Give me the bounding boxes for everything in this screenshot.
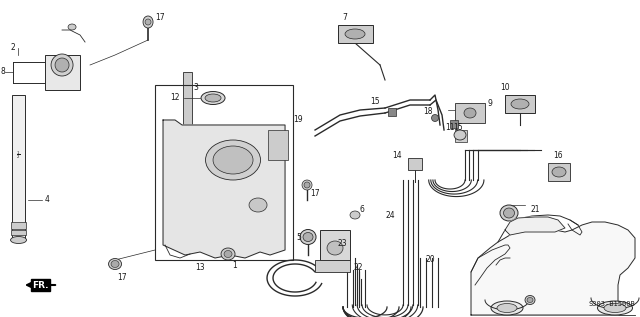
Text: 20: 20 <box>425 256 435 264</box>
Ellipse shape <box>201 92 225 105</box>
Ellipse shape <box>205 140 260 180</box>
Ellipse shape <box>500 205 518 221</box>
Ellipse shape <box>68 24 76 30</box>
Text: 15: 15 <box>453 124 463 133</box>
Text: 17: 17 <box>117 274 127 282</box>
Text: 12: 12 <box>170 94 180 102</box>
Polygon shape <box>163 120 285 258</box>
Ellipse shape <box>511 99 529 109</box>
Text: S303-B1500B: S303-B1500B <box>588 301 635 307</box>
Ellipse shape <box>604 303 626 313</box>
Bar <box>11 222 26 229</box>
Text: 14: 14 <box>392 151 402 159</box>
Ellipse shape <box>431 114 438 121</box>
Text: 18: 18 <box>423 107 433 117</box>
Text: 19: 19 <box>293 115 303 125</box>
Ellipse shape <box>143 16 153 28</box>
Ellipse shape <box>300 230 316 244</box>
Text: 4: 4 <box>45 196 49 204</box>
Text: 21: 21 <box>531 205 540 215</box>
Bar <box>12 95 25 240</box>
Text: 22: 22 <box>353 263 363 273</box>
Text: 17: 17 <box>310 189 320 197</box>
Ellipse shape <box>224 250 232 257</box>
Bar <box>320 230 350 260</box>
Ellipse shape <box>345 29 365 39</box>
Ellipse shape <box>302 180 312 190</box>
Ellipse shape <box>454 130 466 140</box>
Bar <box>548 163 570 181</box>
Bar <box>45 55 80 90</box>
Text: 11: 11 <box>445 124 455 133</box>
Ellipse shape <box>111 261 119 268</box>
Bar <box>11 230 26 235</box>
Bar <box>450 120 458 128</box>
Ellipse shape <box>327 241 343 255</box>
Ellipse shape <box>221 248 235 260</box>
Text: 8: 8 <box>1 68 5 76</box>
Ellipse shape <box>145 19 151 25</box>
Ellipse shape <box>304 182 310 188</box>
Ellipse shape <box>303 232 313 242</box>
Ellipse shape <box>249 198 267 212</box>
Text: 17: 17 <box>156 14 165 23</box>
Text: 6: 6 <box>360 205 364 215</box>
Text: 13: 13 <box>195 263 205 273</box>
Text: 9: 9 <box>488 99 492 107</box>
Text: 24: 24 <box>385 210 395 219</box>
Polygon shape <box>505 217 565 235</box>
Text: 10: 10 <box>500 83 510 93</box>
Polygon shape <box>471 222 635 315</box>
Ellipse shape <box>51 54 73 76</box>
Bar <box>505 95 535 113</box>
Ellipse shape <box>598 301 632 315</box>
Bar <box>388 108 396 116</box>
Ellipse shape <box>525 295 535 305</box>
Bar <box>408 158 422 170</box>
Text: 3: 3 <box>193 83 198 93</box>
Bar <box>455 130 467 142</box>
Text: 7: 7 <box>342 14 348 23</box>
Bar <box>155 85 293 260</box>
Bar <box>338 25 373 43</box>
Ellipse shape <box>491 301 523 315</box>
Ellipse shape <box>213 146 253 174</box>
Ellipse shape <box>10 236 26 243</box>
Ellipse shape <box>504 208 515 218</box>
Text: 23: 23 <box>337 238 347 248</box>
Ellipse shape <box>464 108 476 118</box>
Text: 5: 5 <box>296 232 301 242</box>
Text: 15: 15 <box>370 98 380 107</box>
Text: 1: 1 <box>233 261 237 269</box>
Ellipse shape <box>350 211 360 219</box>
Bar <box>183 72 192 127</box>
Text: 16: 16 <box>553 151 563 159</box>
Ellipse shape <box>497 303 517 313</box>
Ellipse shape <box>527 297 533 302</box>
Bar <box>268 130 288 160</box>
Bar <box>315 260 350 272</box>
Bar <box>455 103 485 123</box>
Ellipse shape <box>552 167 566 177</box>
Ellipse shape <box>205 94 221 102</box>
Text: FR.: FR. <box>32 281 49 289</box>
Ellipse shape <box>109 258 122 269</box>
Text: 2: 2 <box>11 42 15 51</box>
Text: $\frac{1}{2}$: $\frac{1}{2}$ <box>17 149 20 161</box>
Ellipse shape <box>55 58 69 72</box>
